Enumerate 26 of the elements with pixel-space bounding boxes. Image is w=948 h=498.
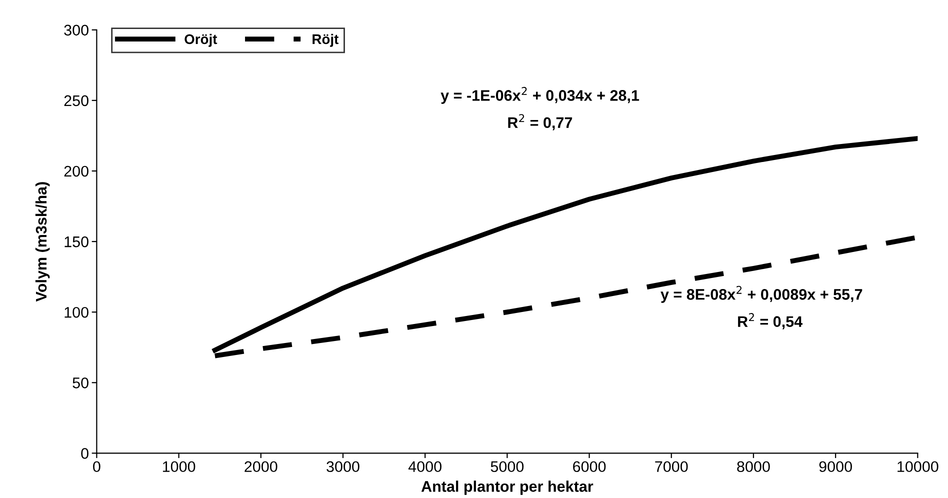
x-tick-label: 7000: [655, 461, 688, 472]
legend-label: Oröjt: [184, 34, 218, 47]
x-tick-label: 2000: [244, 461, 278, 472]
x-tick-label: 3000: [326, 461, 360, 472]
x-tick-label: 6000: [573, 461, 606, 472]
y-tick-label: 300: [64, 24, 88, 36]
annotation: R$^{2}$ = 0,54: [738, 313, 803, 330]
y-tick-label: 100: [64, 306, 88, 318]
annotation: R$^{2}$ = 0,77: [508, 114, 572, 130]
x-tick-label: 8000: [737, 461, 770, 472]
x-axis-title: Antal plantor per hektar: [421, 480, 594, 495]
x-tick-label: 4000: [408, 461, 442, 472]
legend-label: Röjt: [312, 34, 339, 47]
annotation: y = 8E-08x$^{2}$ + 0,0089x + 55,7: [660, 286, 862, 303]
x-tick-label: 5000: [490, 461, 524, 472]
x-tick-label: 9000: [819, 461, 852, 472]
y-tick-label: 200: [64, 166, 88, 177]
y-tick-label: 250: [64, 95, 88, 106]
x-tick-label: 1000: [162, 461, 196, 472]
annotation: y = -1E-06x$^{2}$ + 0,034x + 28,1: [440, 86, 640, 104]
x-tick-label: 10000: [898, 461, 938, 472]
y-tick-label: 50: [72, 378, 88, 388]
y-axis-title: Volym (m3sk/ha): [35, 182, 50, 302]
x-tick-label: 0: [93, 461, 100, 472]
y-tick-label: 0: [81, 448, 88, 459]
y-tick-label: 150: [64, 236, 88, 248]
